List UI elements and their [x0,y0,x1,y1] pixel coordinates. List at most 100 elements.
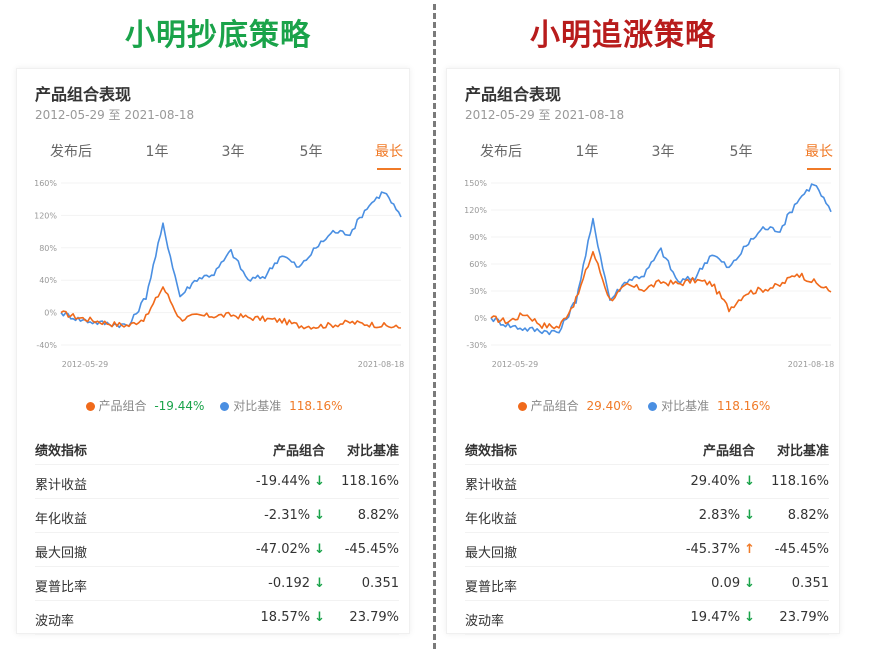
metric-name: 累计收益 [35,478,88,493]
tab-period-0[interactable]: 发布后 [480,144,522,160]
table-row: 波动率 18.57% ↓ 23.79% [35,601,399,635]
period-tabs: 发布后 1年 3年 5年 最长 [453,141,833,173]
arrow-down-icon: ↓ [314,576,325,591]
legend-product-label: 产品组合 [98,399,147,413]
product-value: -0.192 [268,576,311,591]
benchmark-value: 8.82% [787,508,829,523]
table-row: 年化收益 -2.31% ↓ 8.82% [35,499,399,533]
legend-product-dot [85,402,95,411]
product-value-cell: -2.31% ↓ [264,508,325,523]
performance-line-chart: 150% 120% 90% 60% 30% 0% -30% 2012-05-29 2021-08… [464,179,835,369]
period-tabs: 发布后 1年 3年 5年 最长 [23,141,403,173]
product-value-cell: -47.02% ↓ [256,542,325,557]
table-header-row: 绩效指标 产品组合 对比基准 [35,431,399,465]
legend-product-dot [517,402,527,411]
y-tick-label: 60% [469,260,487,269]
legend-benchmark-dot [648,402,658,411]
legend-benchmark-value: 118.16% [716,399,771,413]
tab-period-4[interactable]: 最长 [375,144,403,160]
tab-period-2[interactable]: 3年 [221,144,245,160]
metric-name: 累计收益 [465,478,518,493]
benchmark-value: 0.351 [361,576,399,591]
legend-product-value: 29.40% [586,399,633,413]
arrow-up-icon: ↑ [744,542,755,557]
right-strategy-heading: 小明追涨策略 [530,18,716,53]
performance-chart: 160% 120% 80% 40% 0% -40% 2012-05-29 2021-08-18 [17,173,411,388]
chart-legend: 产品组合 29.40% 对比基准 118.16% [447,397,841,414]
table-row: 夏普比率 0.09 ↓ 0.351 [465,567,829,601]
metrics-table: 绩效指标 产品组合 对比基准 累计收益 -19.44% ↓ 118.16% 年化收… [35,431,399,635]
y-tick-label: 120% [464,206,487,215]
header-benchmark: 对比基准 [776,444,829,459]
benchmark-value: 118.16% [341,474,399,489]
legend-benchmark[interactable]: 对比基准 118.16% [220,397,343,414]
active-tab-underline [807,168,831,170]
tab-period-1[interactable]: 1年 [145,144,169,160]
tab-period-3[interactable]: 5年 [299,144,323,160]
metrics-table: 绩效指标 产品组合 对比基准 累计收益 29.40% ↓ 118.16% 年化收益… [465,431,829,635]
y-tick-label: 120% [34,211,57,220]
legend-product-value: -19.44% [154,399,205,413]
legend-benchmark-value: 118.16% [289,399,343,413]
metric-name: 年化收益 [465,512,518,527]
table-row: 波动率 19.47% ↓ 23.79% [465,601,829,635]
product-value-cell: 18.57% ↓ [261,610,325,625]
active-tab-underline [377,168,401,170]
product-value-cell: 29.40% ↓ [691,474,755,489]
arrow-down-icon: ↓ [314,610,325,625]
benchmark-series-line [490,183,832,336]
y-tick-label: 90% [469,233,487,242]
header-metric: 绩效指标 [465,444,518,459]
metric-name: 最大回撤 [35,546,88,561]
benchmark-value: 0.351 [791,576,829,591]
y-tick-label: 40% [39,276,57,285]
table-row: 累计收益 29.40% ↓ 118.16% [465,465,829,499]
legend-benchmark-label: 对比基准 [661,399,710,413]
product-value: -47.02% [255,542,311,557]
product-value-cell: -45.37% ↑ [686,542,755,557]
tab-period-0[interactable]: 发布后 [50,144,92,160]
legend-benchmark[interactable]: 对比基准 118.16% [648,397,770,414]
arrow-down-icon: ↓ [744,576,755,591]
product-value-cell: -0.192 ↓ [268,576,325,591]
product-value: 2.83% [698,508,741,523]
y-tick-label: 0% [474,314,487,323]
product-value: -45.37% [685,542,741,557]
y-tick-label: 0% [44,309,57,318]
benchmark-value: 23.79% [779,610,829,625]
arrow-down-icon: ↓ [314,474,325,489]
table-header-row: 绩效指标 产品组合 对比基准 [465,431,829,465]
arrow-down-icon: ↓ [314,508,325,523]
benchmark-value: 8.82% [357,508,399,523]
table-row: 累计收益 -19.44% ↓ 118.16% [35,465,399,499]
metric-name: 年化收益 [35,512,88,527]
benchmark-value: 23.79% [349,610,399,625]
header-metric: 绩效指标 [35,444,88,459]
y-tick-label: -30% [466,341,487,350]
x-tick-label: 2012-05-29 [492,360,539,369]
left-performance-card: 产品组合表现 2012-05-29 至 2021-08-18 发布后 1年 3年 5年 最长… [16,68,411,635]
x-tick-label: 2021-08-18 [788,360,835,369]
tab-period-1[interactable]: 1年 [575,144,599,160]
header-product: 产品组合 [272,444,325,459]
legend-benchmark-dot [220,402,230,411]
tab-period-4[interactable]: 最长 [805,144,833,160]
legend-product[interactable]: 产品组合 -19.44% [85,397,205,414]
legend-product-label: 产品组合 [530,399,579,413]
table-row: 最大回撤 -45.37% ↑ -45.45% [465,533,829,567]
performance-line-chart: 160% 120% 80% 40% 0% -40% 2012-05-29 2021-08-18 [34,179,404,369]
panel-title: 产品组合表现 [35,85,132,104]
arrow-down-icon: ↓ [744,610,755,625]
x-tick-label: 2012-05-29 [62,360,109,369]
metric-name: 最大回撤 [465,546,518,561]
metric-name: 夏普比率 [465,580,518,595]
dashed-divider [433,4,436,649]
header-product: 产品组合 [702,444,755,459]
product-series-line [60,286,402,330]
tab-period-2[interactable]: 3年 [651,144,675,160]
tab-period-3[interactable]: 5年 [729,144,753,160]
header-benchmark: 对比基准 [346,444,399,459]
legend-product[interactable]: 产品组合 29.40% [517,397,633,414]
product-value-cell: 19.47% ↓ [691,610,755,625]
table-row: 夏普比率 -0.192 ↓ 0.351 [35,567,399,601]
